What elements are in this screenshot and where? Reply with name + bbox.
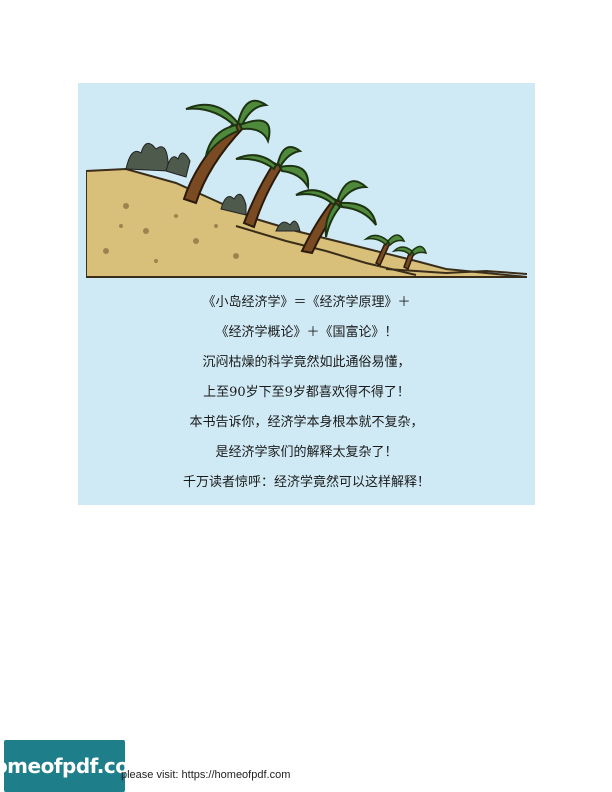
promo-line: 《小岛经济学》＝《经济学原理》＋	[202, 295, 411, 310]
small-palms	[363, 234, 428, 271]
sand-ridge	[235, 225, 417, 276]
promo-line: 是经济学家们的解释太复杂了！	[215, 445, 398, 460]
palm-leaves-3	[295, 180, 377, 238]
promo-line: 沉闷枯燥的科学竟然如此通俗易懂，	[202, 355, 411, 370]
palm-leaves-1	[185, 99, 271, 157]
sand-dots	[103, 203, 239, 263]
promo-line: 上至90岁下至9岁都喜欢得不得了！	[203, 385, 410, 400]
visit-link[interactable]: please visit: https://homeofpdf.com	[121, 769, 291, 781]
shoreline	[385, 268, 527, 275]
promo-line: 本书告诉你，经济学本身根本就不复杂，	[189, 415, 424, 430]
promo-line: 千万读者惊呼：经济学竟然可以这样解释！	[182, 475, 430, 490]
promo-text: 《小岛经济学》＝《经济学原理》＋ 《经济学概论》＋《国富论》！ 沉闷枯燥的科学竟…	[78, 288, 535, 498]
promo-panel: 《小岛经济学》＝《经济学原理》＋ 《经济学概论》＋《国富论》！ 沉闷枯燥的科学竟…	[78, 83, 535, 505]
palm-trunk-2	[242, 161, 284, 229]
homeofpdf-logo[interactable]: homeofpdf.com	[0, 740, 149, 792]
palm-island-icon	[86, 99, 527, 278]
promo-line: 《经济学概论》＋《国富论》！	[215, 325, 398, 340]
bushes	[125, 142, 301, 232]
palm-leaves-2	[235, 146, 310, 191]
